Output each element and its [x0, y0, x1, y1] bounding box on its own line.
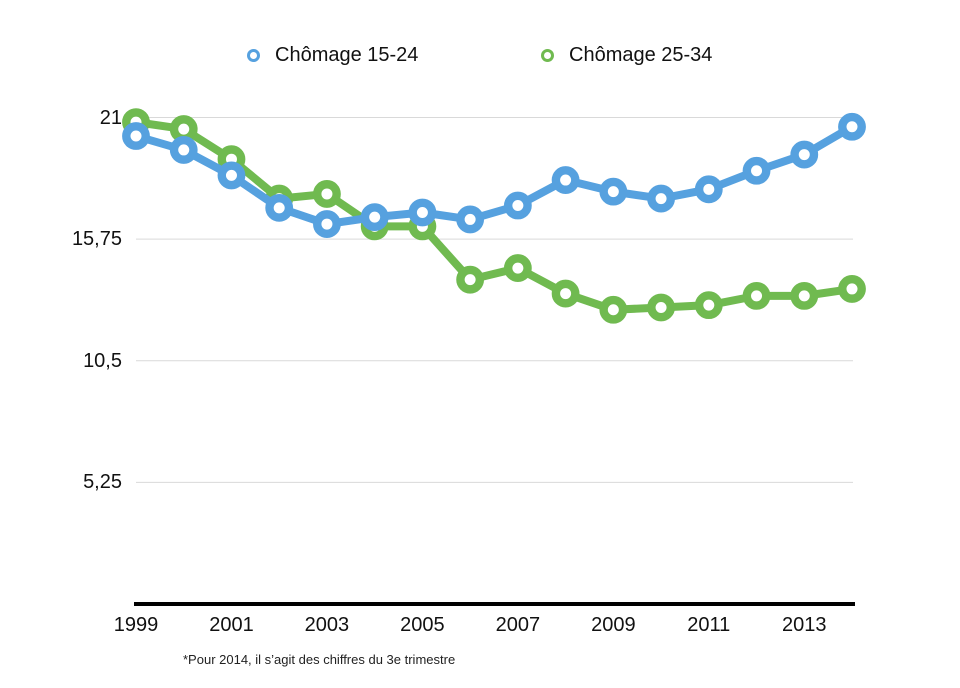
- x-tick-label: 2007: [495, 614, 541, 636]
- data-point-marker: [122, 122, 150, 150]
- data-point-marker: [790, 281, 819, 310]
- legend-label-chomage-25-34: Chômage 25-34: [569, 43, 713, 66]
- y-tick-label: 21: [99, 106, 122, 129]
- x-tick-label: 2005: [400, 614, 445, 636]
- data-point-marker: [313, 210, 341, 238]
- x-tick-label: 2013: [782, 614, 827, 636]
- y-tick-label: 5,25: [83, 471, 122, 494]
- x-tick-label: 2009: [591, 614, 636, 636]
- data-point-marker: [599, 177, 628, 206]
- data-point-marker: [360, 203, 389, 232]
- data-point-marker: [265, 193, 294, 222]
- y-tick-label: 10,5: [83, 349, 122, 372]
- data-point-marker: [694, 175, 723, 204]
- data-point-marker: [742, 156, 771, 185]
- legend-item-chomage-15-24: Chômage 15-24: [247, 43, 418, 67]
- x-tick-label: 2001: [209, 614, 254, 636]
- data-point-marker: [551, 166, 580, 194]
- data-point-marker: [217, 161, 246, 190]
- data-point-marker: [503, 254, 532, 282]
- legend-item-chomage-25-34: Chômage 25-34: [541, 43, 712, 67]
- data-point-marker: [742, 281, 771, 310]
- data-point-marker: [313, 180, 341, 208]
- chart-footnote: *Pour 2014, il s’agit des chiffres du 3e…: [183, 652, 456, 667]
- legend-label-chomage-15-24: Chômage 15-24: [275, 43, 419, 66]
- data-point-marker: [456, 265, 485, 294]
- data-point-marker: [838, 112, 866, 141]
- x-tick-label: 2003: [304, 614, 350, 636]
- data-point-marker: [790, 140, 819, 169]
- x-tick-label: 2011: [687, 614, 731, 636]
- data-point-marker: [838, 275, 866, 303]
- legend-ring-blue-icon: [247, 48, 260, 62]
- data-point-marker: [408, 198, 437, 227]
- data-point-marker: [169, 136, 198, 164]
- series-line-chômage-25-34: [132, 118, 856, 314]
- data-point-marker: [551, 279, 580, 308]
- data-point-marker: [456, 205, 485, 234]
- series-line-chômage-15-24: [132, 122, 856, 229]
- data-point-marker: [694, 291, 723, 320]
- data-point-marker: [503, 191, 532, 220]
- y-tick-label: 15,75: [71, 228, 122, 251]
- data-point-marker: [169, 115, 198, 143]
- data-point-marker: [647, 293, 675, 322]
- legend-ring-green-icon: [541, 48, 554, 62]
- data-point-marker: [599, 295, 628, 324]
- data-point-marker: [647, 184, 675, 213]
- x-tick-label: 1999: [113, 614, 159, 636]
